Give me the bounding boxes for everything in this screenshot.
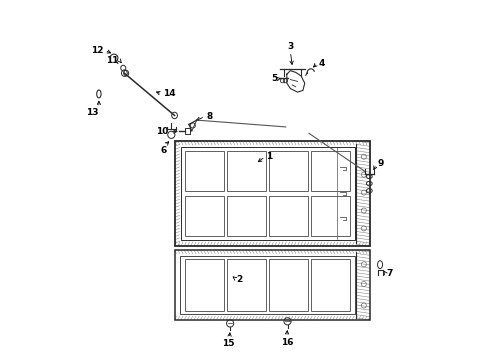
Bar [310,259,349,311]
Text: 9: 9 [376,159,383,168]
Bar [184,129,190,134]
Text: 5: 5 [271,75,277,84]
Bar [174,250,369,320]
Text: 15: 15 [222,339,234,348]
Text: 1: 1 [265,152,272,161]
Text: 4: 4 [318,59,324,68]
Bar [310,150,349,191]
Text: 8: 8 [206,112,212,121]
Bar [181,147,354,240]
Bar [226,259,265,311]
Bar [185,150,224,191]
Text: 10: 10 [156,127,168,136]
Text: 16: 16 [280,338,292,347]
Bar [269,195,308,236]
Text: 14: 14 [163,89,175,98]
Text: 11: 11 [106,56,119,65]
Text: 7: 7 [386,269,392,278]
Bar [180,256,354,314]
Bar [174,140,369,246]
Bar [269,150,308,191]
Text: 12: 12 [91,46,104,55]
Bar [227,150,266,191]
Bar [310,195,349,236]
Bar [227,195,266,236]
Bar [268,259,307,311]
Text: 2: 2 [236,275,243,284]
Bar [184,259,224,311]
Text: 6: 6 [160,146,166,155]
Text: 13: 13 [86,108,98,117]
Bar [185,195,224,236]
Text: 3: 3 [286,42,293,51]
